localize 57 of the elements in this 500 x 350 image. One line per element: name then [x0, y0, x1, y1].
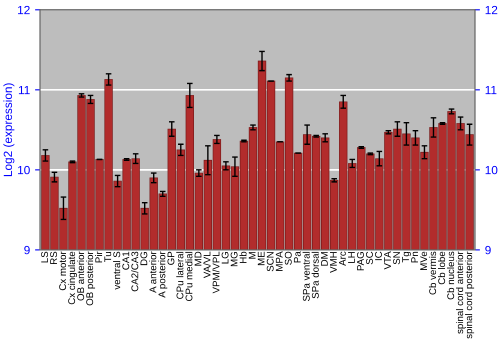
- x-tick-label: MVe: [420, 252, 428, 270]
- x-tick-label: MPA: [276, 251, 283, 271]
- y2-tick-label: 10: [486, 166, 498, 174]
- x-tick-label: Pa: [294, 251, 301, 262]
- x-tick-label: Cx motor: [59, 251, 66, 290]
- x-tick-label: VTA: [384, 251, 391, 270]
- x-tick-label: MD: [194, 252, 202, 266]
- x-tick-label: SN: [393, 252, 400, 264]
- x-tick-label: OB posterior: [86, 251, 96, 306]
- x-tick-label: LG: [222, 252, 229, 264]
- y2-tick-label: 12: [486, 6, 498, 14]
- x-tick-label: DM: [321, 252, 328, 266]
- y2-tick-label: 11: [486, 86, 496, 94]
- y-tick-label: 9: [24, 246, 30, 254]
- y-axis-title: Log2 (expression): [3, 83, 14, 176]
- x-tick-label: spinal cord anterior: [456, 251, 466, 334]
- x-tick-label: VPM/VPL: [212, 252, 220, 294]
- x-tick-label: IC: [375, 252, 382, 260]
- x-tick-label: Hb: [239, 252, 247, 263]
- x-tick-label: CA2/CA3: [131, 252, 138, 292]
- y-tick-label: 10: [18, 166, 30, 174]
- x-tick-label: M: [248, 252, 256, 259]
- x-tick-label: ME: [258, 252, 265, 266]
- x-tick-label: A anterior: [149, 251, 156, 293]
- x-tick-label: Cb nucleus: [447, 252, 454, 300]
- x-tick-label: LS: [41, 252, 48, 262]
- y-tick-label: 11: [18, 86, 30, 94]
- x-tick-label: CPu medial: [185, 252, 192, 302]
- x-tick-label: MG: [230, 252, 238, 266]
- x-tick-label: CA1: [122, 252, 130, 270]
- x-tick-label: Pn: [411, 252, 418, 262]
- x-tick-label: RS: [50, 252, 58, 264]
- x-tick-label: SPa ventral: [302, 252, 310, 302]
- x-tick-label: DG: [140, 252, 148, 266]
- x-tick-label: VA/VL: [203, 252, 210, 278]
- x-tick-label: SO: [284, 252, 292, 265]
- x-tick-label: Tg: [402, 252, 411, 262]
- x-tick-label: CPu lateral: [176, 252, 184, 299]
- x-tick-label: ventral S: [113, 252, 120, 290]
- x-tick-label: spinal cord posterior: [465, 251, 474, 339]
- x-tick-label: SCN: [266, 252, 274, 272]
- x-tick-label: Cb vermis: [428, 252, 436, 295]
- x-tick-label: GP: [167, 252, 174, 265]
- x-tick-label: A posterior: [158, 251, 168, 298]
- x-tick-label: SC: [366, 252, 373, 264]
- x-tick-label: OB anterior: [76, 251, 84, 301]
- x-tick-label: Cb lobe: [438, 252, 446, 284]
- x-tick-label: Tu: [104, 252, 112, 262]
- x-tick-label: Pir: [95, 251, 102, 262]
- x-tick-label: Arc: [339, 252, 346, 266]
- x-tick-label: LH: [348, 252, 355, 263]
- y-tick-label: 12: [18, 6, 30, 14]
- x-tick-label: VMH: [330, 252, 337, 273]
- y2-tick-label: 9: [485, 246, 491, 254]
- x-tick-label: SPa dorsal: [312, 252, 319, 298]
- x-tick-label: Cx cingulate: [68, 252, 78, 304]
- x-tick-label: PAG: [357, 252, 364, 270]
